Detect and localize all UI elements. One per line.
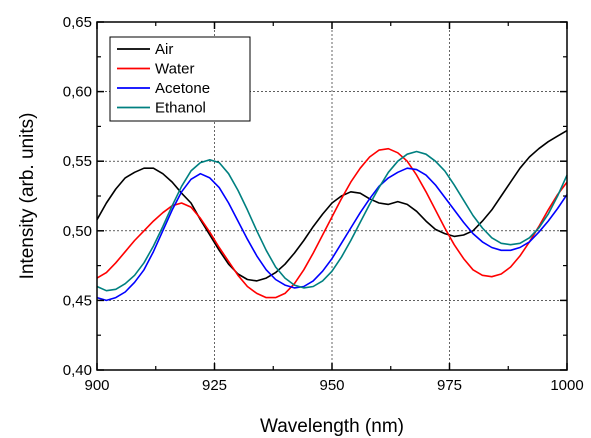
x-tick-label: 900 <box>84 377 109 394</box>
x-axis-label: Wavelength (nm) <box>260 416 404 437</box>
series-lines <box>96 129 568 302</box>
legend-label-acetone: Acetone <box>155 80 210 97</box>
x-tick-labels: 900 925 950 975 1000 <box>84 377 583 394</box>
x-tick-label: 1000 <box>550 377 583 394</box>
series-line-acetone <box>96 167 568 302</box>
legend-label-water: Water <box>155 61 194 78</box>
axis-ticks <box>96 21 568 371</box>
legend: Air Water Acetone Ethanol <box>109 36 251 122</box>
x-tick-label: 950 <box>319 377 344 394</box>
series-line-ethanol <box>96 150 568 292</box>
series-line-air <box>96 129 568 282</box>
y-tick-label: 0,60 <box>63 84 92 101</box>
y-tick-labels: 0,40 0,45 0,50 0,55 0,60 0,65 <box>63 14 92 379</box>
y-axis-label: Intensity (arb. units) <box>17 113 38 280</box>
y-tick-label: 0,65 <box>63 14 92 31</box>
legend-label-air: Air <box>155 41 173 58</box>
y-tick-label: 0,50 <box>63 223 92 240</box>
y-tick-label: 0,40 <box>63 362 92 379</box>
x-tick-label: 925 <box>202 377 227 394</box>
y-tick-label: 0,45 <box>63 292 92 309</box>
y-tick-label: 0,55 <box>63 153 92 170</box>
x-tick-label: 975 <box>437 377 462 394</box>
legend-label-ethanol: Ethanol <box>155 100 206 117</box>
